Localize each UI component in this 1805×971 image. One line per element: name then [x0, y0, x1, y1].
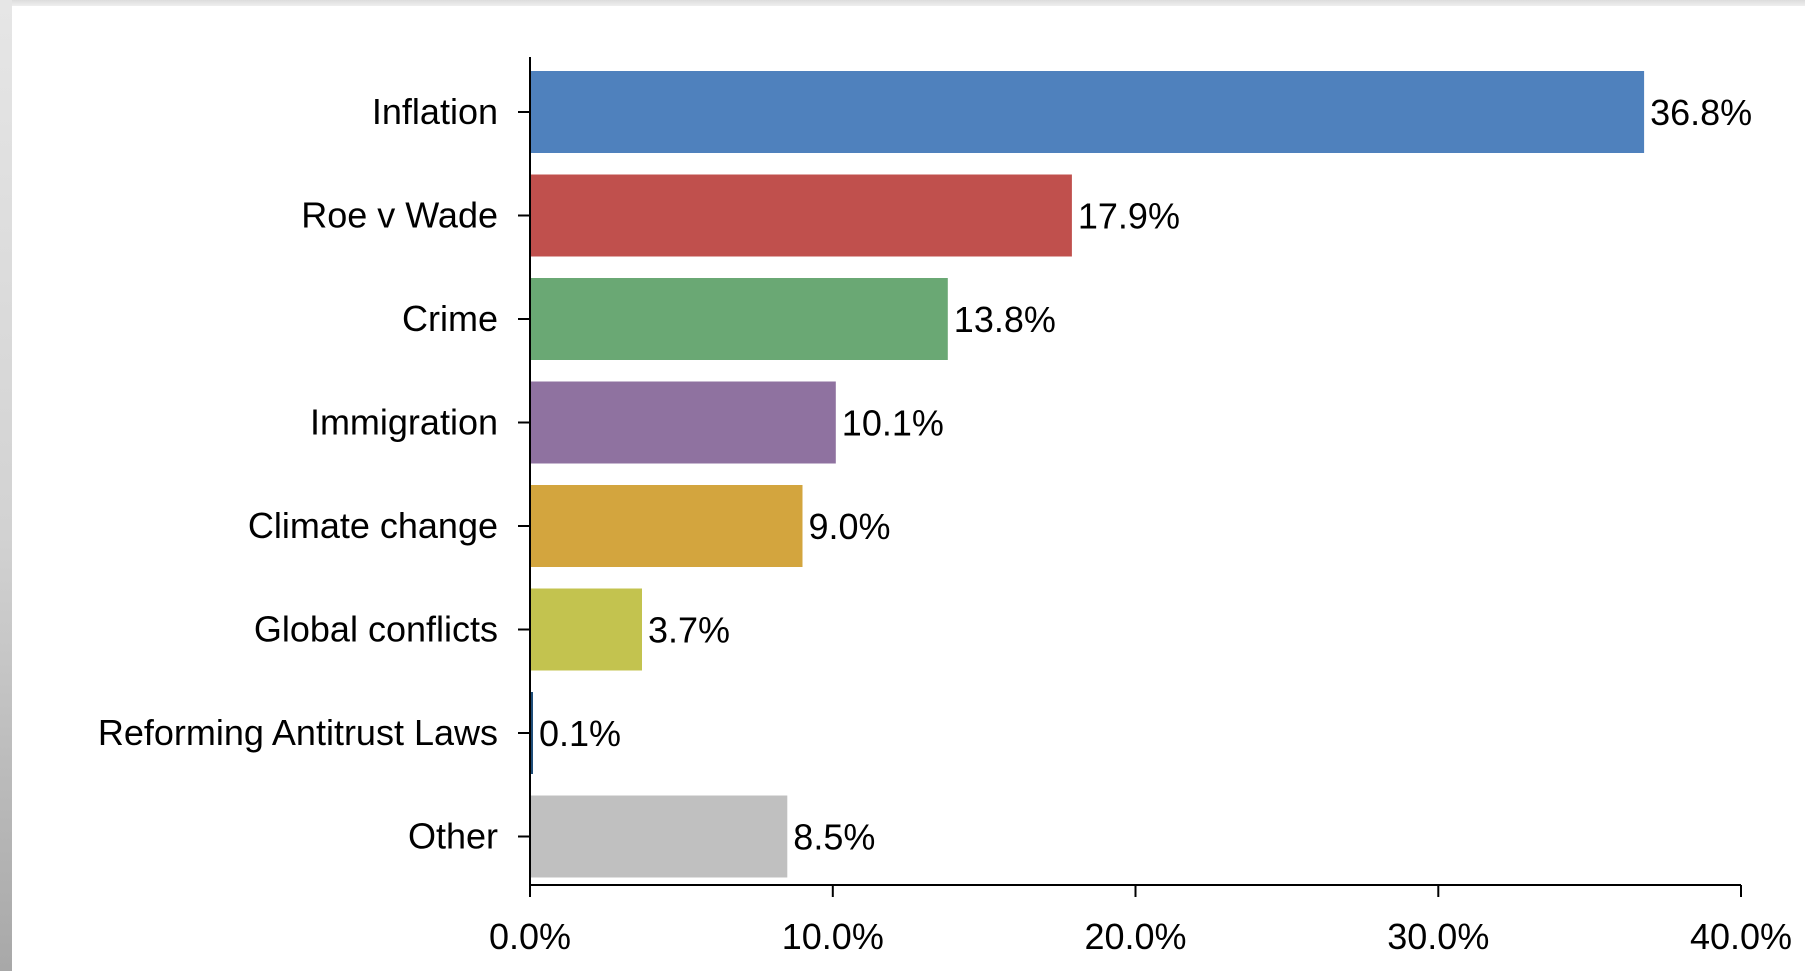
left-border-strip	[0, 0, 12, 971]
bar-climate-change	[530, 485, 803, 567]
bar-global-conflicts	[530, 588, 642, 671]
y-axis	[518, 57, 531, 885]
bars-layer	[530, 71, 1645, 878]
category-label: Other	[408, 816, 498, 857]
value-label: 9.0%	[809, 506, 891, 547]
value-label: 13.8%	[954, 299, 1056, 340]
x-tick-label: 40.0%	[1690, 916, 1792, 957]
value-label: 17.9%	[1078, 196, 1180, 237]
value-label: 3.7%	[648, 610, 730, 651]
category-labels-layer: Inflation Roe v Wade Crime Immigration Clima…	[98, 91, 498, 857]
x-tick-label: 30.0%	[1387, 916, 1489, 957]
value-label: 0.1%	[539, 713, 621, 754]
x-tick-label: 10.0%	[782, 916, 884, 957]
category-label: Reforming Antitrust Laws	[98, 712, 498, 753]
x-axis: 0.0% 10.0% 20.0% 30.0% 40.0%	[489, 884, 1792, 957]
bar-crime	[530, 278, 948, 360]
category-label: Climate change	[248, 505, 498, 546]
category-label: Inflation	[372, 91, 498, 132]
value-label: 36.8%	[1650, 92, 1752, 133]
category-label: Crime	[402, 298, 498, 339]
category-label: Immigration	[310, 402, 498, 443]
top-border-strip	[0, 0, 1805, 6]
bar-immigration	[530, 381, 836, 464]
category-label: Roe v Wade	[301, 195, 498, 236]
value-labels-layer: 36.8% 17.9% 13.8% 10.1% 9.0% 3.7% 0.1% 8.5%	[539, 92, 1752, 858]
category-label: Global conflicts	[254, 609, 498, 650]
x-tick-label: 20.0%	[1084, 916, 1186, 957]
bar-inflation	[530, 71, 1645, 153]
value-label: 10.1%	[842, 403, 944, 444]
bar-roe-v-wade	[530, 174, 1072, 257]
bar-other	[530, 795, 788, 878]
x-tick-label: 0.0%	[489, 916, 571, 957]
bar-reforming-antitrust-laws	[530, 692, 533, 774]
value-label: 8.5%	[793, 817, 875, 858]
